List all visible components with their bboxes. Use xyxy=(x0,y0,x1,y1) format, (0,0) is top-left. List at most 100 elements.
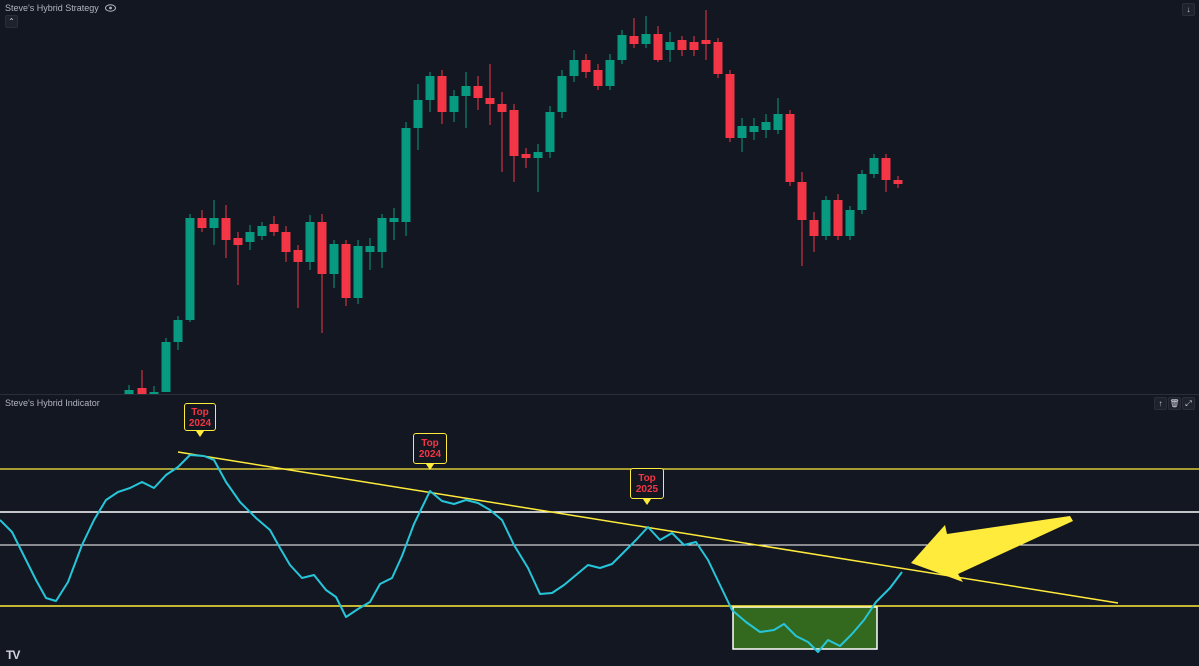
candle-body xyxy=(605,60,615,86)
candle-body xyxy=(365,246,375,252)
candle xyxy=(341,240,351,306)
label-pointer-1 xyxy=(196,431,204,437)
candle-body xyxy=(269,224,279,232)
candle-body xyxy=(317,222,327,274)
candle xyxy=(569,50,579,82)
candle-body xyxy=(341,244,351,298)
candle xyxy=(233,232,243,285)
candle xyxy=(725,70,735,142)
candle-body xyxy=(149,392,159,395)
candle-body xyxy=(845,210,855,236)
candle xyxy=(737,118,747,152)
arrow-up-icon[interactable]: ↑ xyxy=(1154,397,1167,410)
candle xyxy=(461,72,471,128)
candle-body xyxy=(545,112,555,152)
candle-body xyxy=(257,226,267,236)
candle xyxy=(353,240,363,304)
candle xyxy=(509,104,519,182)
candle xyxy=(857,170,867,214)
candle-body xyxy=(713,42,723,74)
eye-icon[interactable] xyxy=(105,3,117,14)
candle-body xyxy=(353,246,363,298)
collapse-pane-button[interactable]: ⌃ xyxy=(5,15,18,28)
candle-body xyxy=(413,100,423,128)
candle xyxy=(629,18,639,48)
candle xyxy=(305,215,315,270)
trash-icon[interactable]: 🗑 xyxy=(1168,397,1181,410)
candle-body xyxy=(569,60,579,76)
indicator-line xyxy=(0,454,903,653)
candle xyxy=(173,316,183,350)
candle-body xyxy=(281,232,291,252)
candle xyxy=(689,36,699,56)
candle xyxy=(749,118,759,140)
candle xyxy=(124,385,134,395)
candle-body xyxy=(677,40,687,50)
candle-body xyxy=(233,238,243,245)
top-label-1: Top 2024 xyxy=(184,403,216,431)
candle xyxy=(521,148,531,168)
label-pointer-3 xyxy=(643,499,651,505)
candle-body xyxy=(857,174,867,210)
candle-body xyxy=(173,320,183,342)
candle xyxy=(617,30,627,64)
candle-body xyxy=(809,220,819,236)
candle-body xyxy=(401,128,411,222)
candle xyxy=(677,36,687,56)
candle-body xyxy=(293,250,303,262)
candle xyxy=(797,172,807,266)
candle xyxy=(137,370,147,395)
candle xyxy=(605,54,615,90)
candle xyxy=(641,16,651,48)
candle-body xyxy=(485,98,495,104)
candle-body xyxy=(521,154,531,158)
candle-body xyxy=(593,70,603,86)
top-label-3: Top 2025 xyxy=(630,468,664,499)
candle-body xyxy=(377,218,387,252)
candle xyxy=(449,90,459,122)
candle xyxy=(161,338,171,392)
candle xyxy=(197,210,207,232)
candle xyxy=(401,122,411,236)
candle xyxy=(413,84,423,150)
candle-body xyxy=(893,180,903,184)
candle-body xyxy=(161,342,171,392)
candle-body xyxy=(761,122,771,130)
candle xyxy=(281,226,291,262)
candle xyxy=(785,110,795,186)
indicator-pane-title: Steve's Hybrid Indicator xyxy=(5,398,100,408)
candle xyxy=(869,154,879,178)
candle xyxy=(653,26,663,62)
candle xyxy=(473,76,483,110)
candle-body xyxy=(305,222,315,262)
candle-body xyxy=(737,126,747,138)
price-pane-title-text: Steve's Hybrid Strategy xyxy=(5,3,99,13)
maximize-icon[interactable]: ⤢ xyxy=(1182,397,1195,410)
tradingview-logo[interactable]: TV xyxy=(6,648,20,662)
candle xyxy=(149,386,159,395)
candle xyxy=(221,205,231,258)
candle-body xyxy=(785,114,795,182)
candle-body xyxy=(533,152,543,158)
candle-body xyxy=(449,96,459,112)
pane-separator[interactable] xyxy=(0,394,1199,395)
candle-body xyxy=(425,76,435,100)
candle-body xyxy=(197,218,207,228)
candle xyxy=(557,70,567,118)
candle xyxy=(437,70,447,124)
candle-body xyxy=(221,218,231,240)
candle-body xyxy=(869,158,879,174)
price-chart[interactable] xyxy=(0,0,1199,395)
candle xyxy=(761,114,771,138)
candle-body xyxy=(773,114,783,130)
candle-body xyxy=(797,182,807,220)
candle xyxy=(257,222,267,240)
candle xyxy=(209,200,219,245)
candle-body xyxy=(833,200,843,236)
candle xyxy=(317,214,327,333)
move-down-button[interactable]: ↓ xyxy=(1182,3,1195,16)
candle xyxy=(545,106,555,158)
candle-body xyxy=(437,76,447,112)
candle-body xyxy=(641,34,651,44)
candle xyxy=(293,245,303,308)
